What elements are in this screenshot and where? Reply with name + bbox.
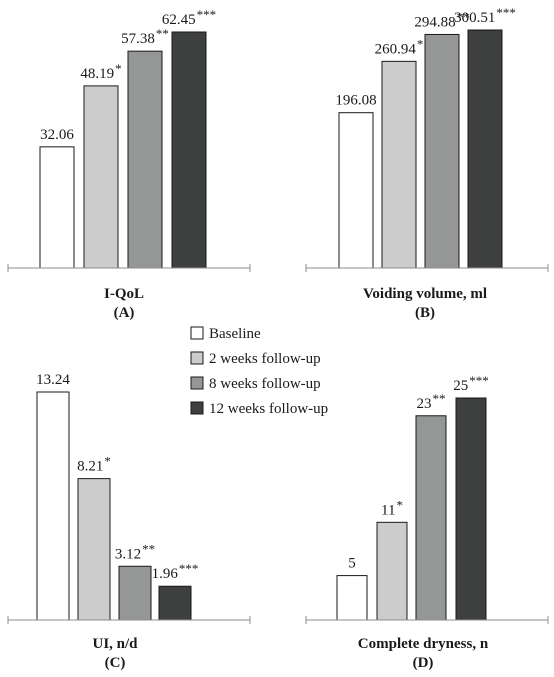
legend-label-1: Baseline	[209, 326, 261, 342]
significance-marker-a-3: **	[156, 26, 169, 41]
data-label-a-1: 32.06	[40, 127, 74, 143]
data-label-d-4: 25***	[453, 373, 489, 394]
data-label-c-2: 8.21*	[77, 454, 111, 475]
data-value-d-3: 23	[417, 396, 432, 412]
bar-c-3	[118, 565, 152, 621]
data-value-d-1: 5	[348, 556, 356, 572]
x-axis-label-b: Voiding volume, ml	[363, 286, 487, 302]
bar-b-4	[467, 29, 503, 269]
significance-marker-d-4: ***	[469, 373, 489, 388]
data-value-c-4: 1.96	[152, 566, 179, 582]
data-value-b-2: 260.94	[375, 41, 417, 57]
data-label-a-3: 57.38**	[121, 26, 169, 47]
data-label-a-4: 62.45***	[162, 7, 216, 28]
legend-label-2: 2 weeks follow-up	[209, 351, 321, 367]
bar-c-1	[36, 391, 70, 621]
bar-b-1	[338, 112, 374, 269]
bar-d-4	[455, 397, 487, 621]
legend-swatch-2	[190, 351, 204, 365]
data-value-a-2: 48.19	[80, 66, 114, 82]
significance-marker-c-4: ***	[179, 561, 199, 576]
x-axis-label-d: Complete dryness, n	[358, 636, 489, 652]
data-value-b-1: 196.08	[335, 93, 376, 109]
data-label-b-1: 196.08	[335, 93, 376, 109]
significance-marker-d-2: *	[396, 497, 403, 512]
significance-marker-a-2: *	[115, 61, 122, 76]
legend: Baseline 2 weeks follow-up 8 weeks follow-…	[190, 326, 328, 417]
panel-label-d: (D)	[413, 655, 434, 671]
data-value-d-4: 25	[453, 378, 468, 394]
data-value-b-4: 300.51	[454, 10, 495, 26]
bar-d-1	[336, 575, 368, 621]
data-value-a-4: 62.45	[162, 12, 196, 28]
data-label-d-3: 23**	[417, 391, 446, 412]
data-label-c-3: 3.12**	[115, 541, 155, 562]
x-axis-label-a: I-QoL	[104, 286, 144, 302]
chart-panels: 32.0648.19*57.38**62.45***I-QoL(A)196.08…	[7, 5, 549, 671]
bar-d-2	[376, 521, 408, 621]
data-label-b-2: 260.94*	[375, 36, 424, 57]
bar-c-2	[77, 478, 111, 621]
legend-swatch-4	[190, 401, 204, 415]
bar-b-3	[424, 33, 460, 269]
data-value-d-2: 11	[381, 502, 395, 518]
significance-marker-c-2: *	[104, 454, 111, 469]
bar-c-4	[158, 585, 192, 621]
legend-swatch-1	[190, 326, 204, 340]
significance-marker-b-2: *	[417, 36, 424, 51]
bar-a-2	[83, 85, 119, 269]
panel-d: 511*23**25***Complete dryness, n(D)	[305, 373, 549, 671]
data-value-c-1: 13.24	[36, 372, 70, 388]
significance-marker-d-3: **	[433, 391, 446, 406]
significance-marker-b-3: **	[457, 9, 470, 24]
significance-marker-b-4: ***	[496, 5, 516, 20]
bar-d-3	[415, 415, 447, 621]
data-label-b-4: 300.51***	[454, 5, 516, 26]
data-label-c-1: 13.24	[36, 372, 70, 388]
data-value-c-3: 3.12	[115, 546, 141, 562]
data-value-a-1: 32.06	[40, 127, 74, 143]
panel-label-b: (B)	[415, 305, 435, 321]
x-axis-label-c: UI, n/d	[92, 636, 138, 652]
significance-marker-c-3: **	[142, 541, 155, 556]
data-value-b-3: 294.88	[414, 14, 455, 30]
data-value-a-3: 57.38	[121, 31, 155, 47]
data-label-d-1: 5	[348, 556, 356, 572]
legend-swatch-3	[190, 376, 204, 390]
legend-label-4: 12 weeks follow-up	[209, 401, 328, 417]
legend-label-3: 8 weeks follow-up	[209, 376, 321, 392]
data-label-a-2: 48.19*	[80, 61, 121, 82]
data-value-c-2: 8.21	[77, 459, 103, 475]
significance-marker-a-4: ***	[197, 7, 217, 22]
bar-a-1	[39, 146, 75, 269]
bar-a-4	[171, 31, 207, 269]
data-label-c-4: 1.96***	[152, 561, 199, 582]
bar-b-2	[381, 60, 417, 269]
panel-label-a: (A)	[114, 305, 135, 321]
panel-c: 13.248.21*3.12**1.96***UI, n/d(C)	[7, 372, 251, 671]
data-label-d-2: 11*	[381, 497, 403, 518]
data-label-b-3: 294.88**	[414, 9, 469, 30]
panel-label-c: (C)	[105, 655, 126, 671]
bar-a-3	[127, 50, 163, 269]
